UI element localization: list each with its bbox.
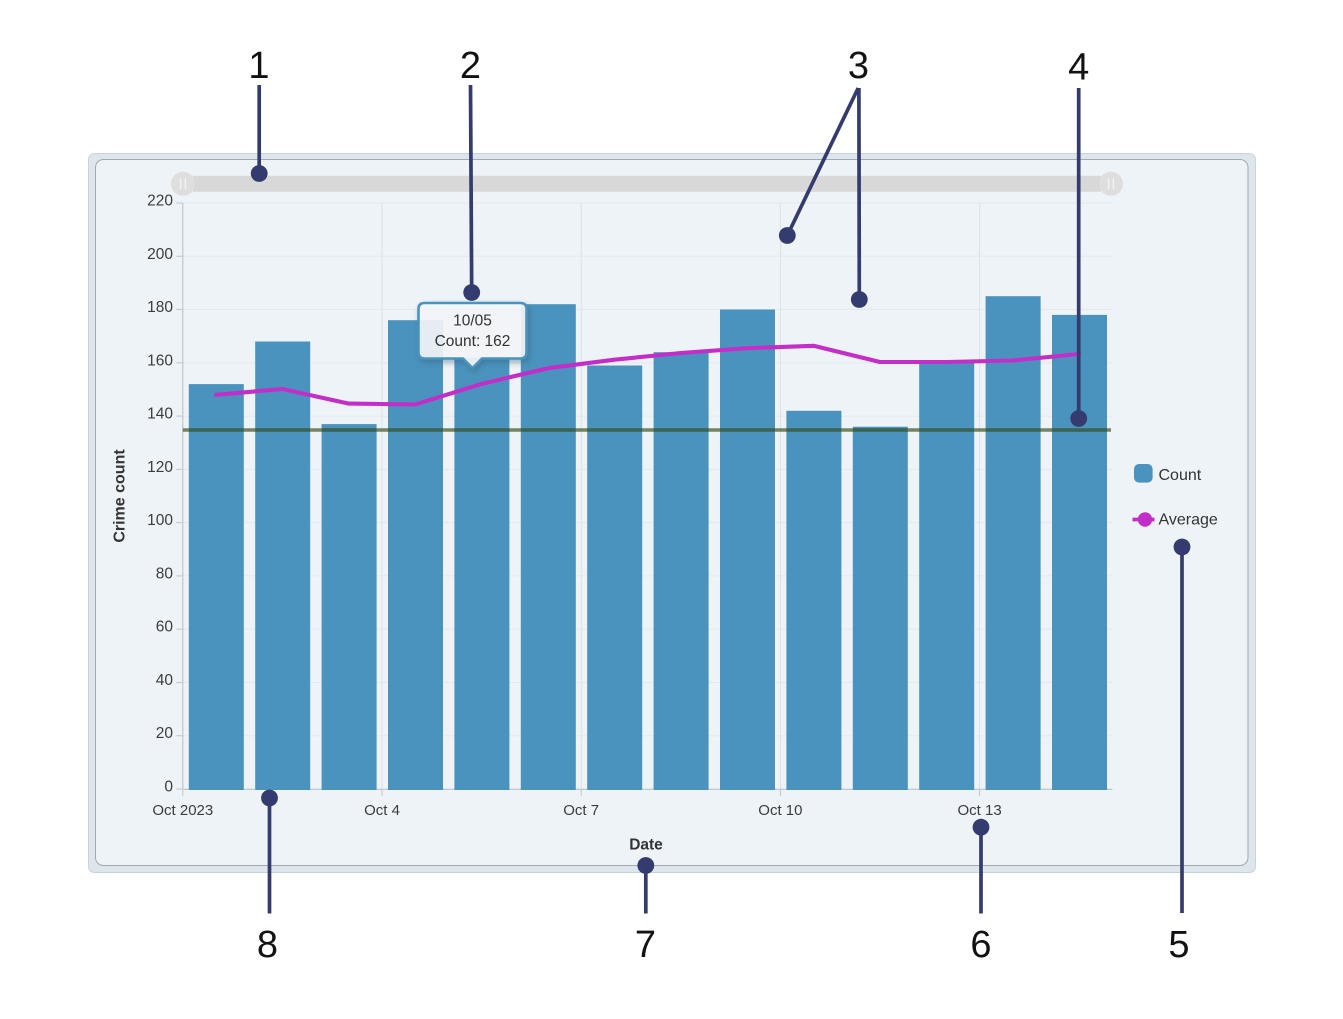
svg-text:Oct 2023: Oct 2023 (152, 802, 213, 819)
svg-text:60: 60 (156, 619, 174, 636)
svg-text:200: 200 (147, 246, 173, 263)
svg-text:80: 80 (156, 565, 174, 582)
svg-text:Count: Count (1159, 467, 1202, 484)
svg-text:20: 20 (156, 725, 174, 742)
svg-text:180: 180 (147, 299, 173, 316)
svg-text:Oct 7: Oct 7 (563, 802, 599, 819)
svg-text:7: 7 (635, 924, 656, 966)
svg-text:Count: 162: Count: 162 (435, 333, 511, 350)
svg-text:6: 6 (970, 924, 991, 966)
svg-text:Oct 13: Oct 13 (958, 802, 1002, 819)
svg-text:0: 0 (164, 779, 173, 796)
svg-text:Oct 10: Oct 10 (758, 802, 802, 819)
svg-text:8: 8 (257, 924, 278, 966)
svg-text:220: 220 (147, 193, 173, 210)
svg-text:160: 160 (147, 352, 173, 369)
svg-text:Average: Average (1159, 512, 1218, 529)
svg-text:140: 140 (147, 406, 173, 423)
svg-text:4: 4 (1068, 47, 1089, 89)
svg-text:100: 100 (147, 512, 173, 529)
svg-text:Oct 4: Oct 4 (364, 802, 400, 819)
svg-text:120: 120 (147, 459, 173, 476)
svg-text:5: 5 (1168, 924, 1189, 966)
svg-text:10/05: 10/05 (453, 313, 492, 330)
svg-text:40: 40 (156, 672, 174, 689)
svg-text:Date: Date (629, 837, 663, 854)
svg-text:Crime count: Crime count (112, 449, 129, 543)
svg-text:1: 1 (248, 45, 269, 87)
svg-text:3: 3 (848, 45, 869, 87)
svg-text:2: 2 (460, 45, 481, 87)
